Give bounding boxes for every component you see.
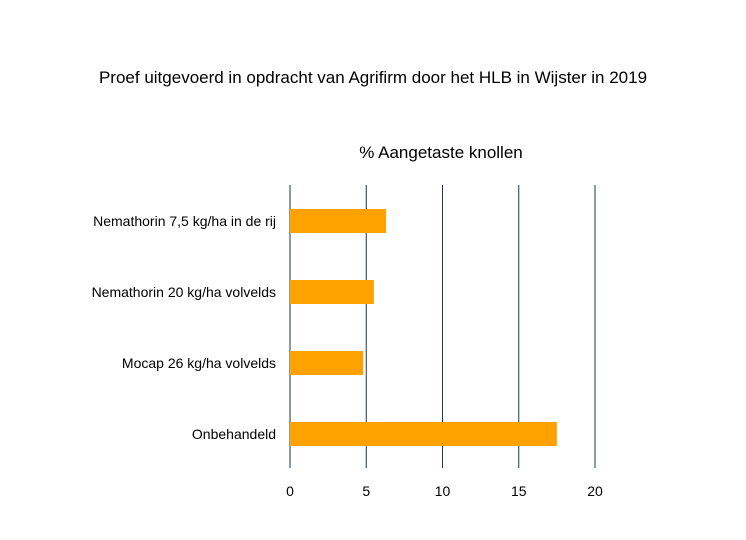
chart-subtitle: % Aangetaste knollen — [359, 143, 523, 162]
category-label: Nemathorin 20 kg/ha volvelds — [92, 284, 276, 300]
bar — [290, 209, 387, 233]
x-tick-label: 10 — [435, 483, 451, 499]
bar — [290, 351, 364, 375]
chart-title: Proef uitgevoerd in opdracht van Agrifir… — [98, 68, 648, 87]
bar — [290, 422, 557, 446]
x-tick-label: 15 — [511, 483, 527, 499]
x-tick-label: 0 — [286, 483, 294, 499]
category-label: Onbehandeld — [192, 426, 276, 442]
x-tick-label: 5 — [362, 483, 370, 499]
bar — [290, 280, 374, 304]
category-label: Nemathorin 7,5 kg/ha in de rij — [93, 213, 276, 229]
category-label: Mocap 26 kg/ha volvelds — [122, 355, 276, 371]
x-tick-label: 20 — [587, 483, 603, 499]
